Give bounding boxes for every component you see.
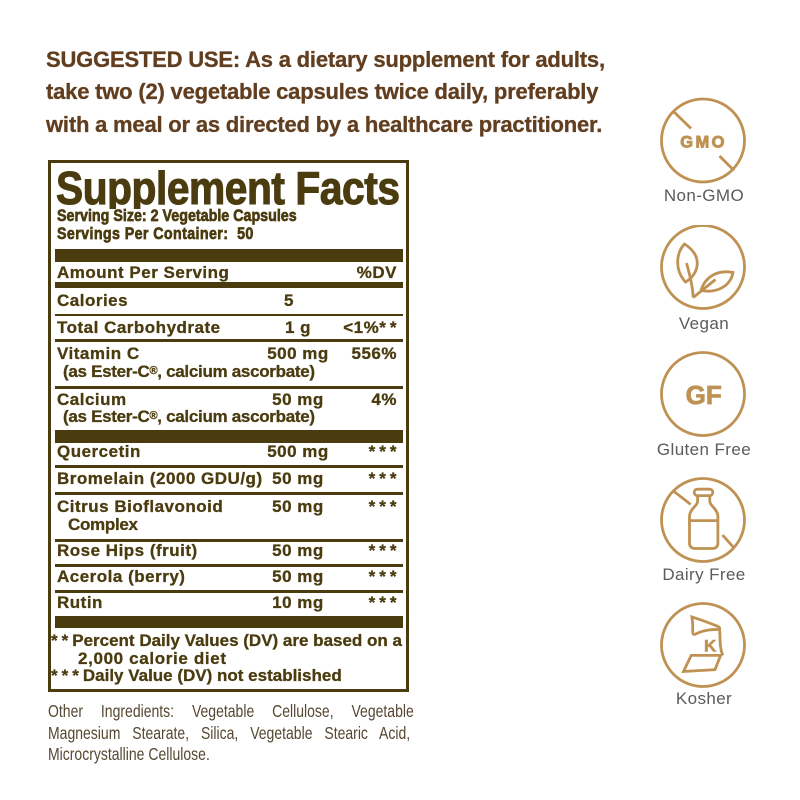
svg-text:GF: GF xyxy=(686,380,722,410)
svg-text:K: K xyxy=(704,636,717,655)
svg-text:GMO: GMO xyxy=(680,133,727,151)
